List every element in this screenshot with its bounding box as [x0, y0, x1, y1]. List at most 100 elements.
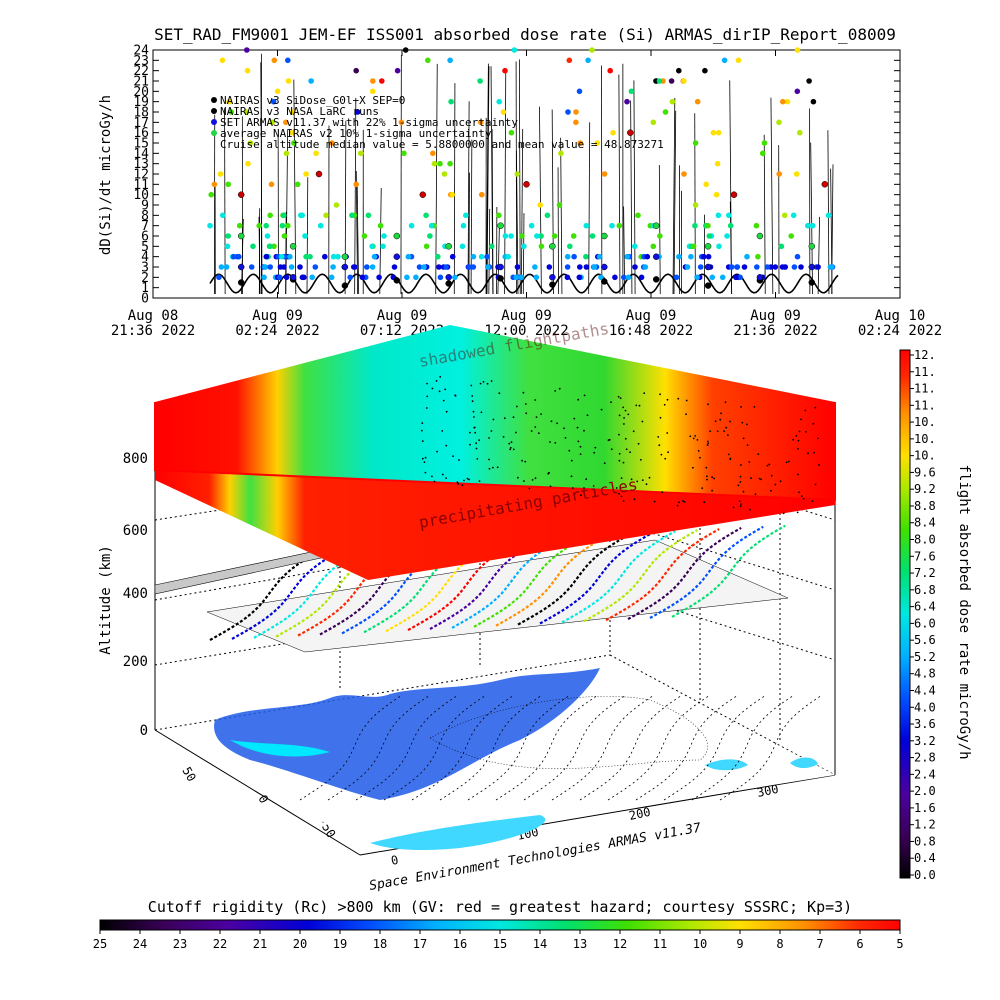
dose-point [780, 98, 786, 105]
slab-dot [683, 500, 686, 503]
slab-dot [694, 435, 697, 437]
slab-dot [782, 512, 785, 515]
top-y-axis-label: dD(Si)/dt microGy/h [98, 95, 114, 255]
dose-point [577, 264, 583, 270]
flight-trace-line [497, 224, 500, 295]
dose-point [225, 181, 232, 188]
flight-trace-line [515, 61, 518, 295]
y-tick-label: 14 [133, 147, 149, 162]
orbit-track [539, 531, 654, 625]
slab-dot [579, 445, 582, 448]
dose-colorbar-tick-label: 11. [914, 398, 936, 412]
dose-point [594, 140, 601, 146]
dose-point [713, 191, 720, 198]
series-point [756, 232, 764, 240]
slab-dot [713, 477, 715, 480]
slab-dot [812, 422, 815, 425]
slab-dot [622, 406, 625, 409]
dose-point [333, 202, 340, 208]
dose-point [449, 253, 456, 260]
dose-point [428, 222, 435, 229]
dose-point [405, 253, 412, 260]
slab-dot [727, 453, 730, 456]
slab-dot [426, 395, 429, 398]
dose-point [380, 243, 386, 250]
x-tick-date: Aug 09 [252, 308, 303, 324]
dose-point [632, 243, 638, 250]
dose-point [564, 253, 571, 260]
slab-dot [742, 437, 745, 440]
slab-dot [492, 418, 495, 421]
slab-dot [441, 430, 444, 432]
dose-point [788, 233, 794, 239]
slab-dot [623, 417, 625, 419]
legend-marker [211, 130, 217, 136]
slab-dot [707, 442, 710, 445]
dose-point [404, 274, 410, 281]
dose-point [642, 264, 649, 270]
slab-dot [469, 431, 471, 434]
top-time-series-panel: 0123456789101112131415161718192021222324… [98, 44, 942, 340]
rigidity-colorbar-tick-label: 6 [856, 937, 863, 951]
dose-point [532, 264, 538, 270]
dose-point [323, 212, 329, 219]
precipitating-particles-layer: shadowed flightpaths precipitating parti… [154, 319, 836, 580]
flight-trace-line [551, 109, 554, 295]
dose-point [556, 202, 563, 208]
series-point [445, 280, 452, 287]
slab-dot [600, 408, 603, 411]
dose-point [361, 233, 368, 239]
dose-colorbar-tick-label: 11. [914, 365, 936, 379]
slab-dot [703, 501, 706, 504]
dose-point [470, 264, 477, 270]
dose-point [277, 264, 284, 270]
slab-dot [594, 446, 597, 449]
dose-point [616, 222, 623, 229]
dose-point [583, 222, 590, 229]
dose-colorbar-tick-label: 2.4 [914, 767, 936, 781]
slab-dot [758, 477, 761, 480]
slab-dot [573, 417, 576, 420]
dose-point [256, 222, 263, 229]
dose-point [408, 222, 415, 229]
dose-point [354, 109, 361, 115]
dose-point [328, 274, 335, 281]
dose-point [624, 98, 630, 105]
dose-colorbar-tick-label: 0.8 [914, 834, 936, 848]
slab-dot [685, 399, 688, 402]
slab-dot [461, 484, 464, 487]
dose-point [218, 264, 225, 270]
flight-trace-line [293, 79, 297, 295]
series-point [289, 274, 297, 281]
dose-point [365, 212, 372, 219]
ground-track [607, 695, 710, 801]
dose-point [435, 253, 441, 260]
dose-colorbar-tick-label: 10. [914, 415, 936, 429]
y-tick-label: 16 [133, 126, 149, 141]
dose-colorbar-tick-label: 0.0 [914, 868, 936, 882]
series-point [393, 277, 401, 284]
dose-point [628, 88, 635, 95]
slab-dot [740, 464, 742, 466]
slab-dot [463, 479, 465, 482]
rigidity-colorbar-tick-label: 24 [133, 937, 147, 951]
dose-point [308, 78, 314, 84]
slab-dot [585, 478, 588, 481]
dose-point [496, 212, 502, 219]
dose-point [329, 140, 335, 146]
dose-point [805, 222, 811, 229]
dose-colorbar-tick-label: 5.6 [914, 633, 936, 647]
dose-point [248, 264, 255, 270]
rigidity-colorbar-ticks: 25 24 23 22 21 20 19 18 17 16 15 14 13 12 11 10 9 8 7 6 5 [93, 930, 904, 951]
slab-dot [441, 473, 444, 476]
dose-point [267, 243, 273, 250]
slab-dot [583, 487, 585, 489]
slab-dot [738, 500, 741, 503]
slab-dot [523, 480, 525, 482]
dose-colorbar-tick-label: 8.0 [914, 533, 936, 547]
dose-point [776, 119, 782, 126]
dose-point [502, 233, 509, 239]
slab-dot [740, 406, 742, 408]
slab-dot [564, 437, 567, 439]
slab-dot [528, 487, 531, 490]
